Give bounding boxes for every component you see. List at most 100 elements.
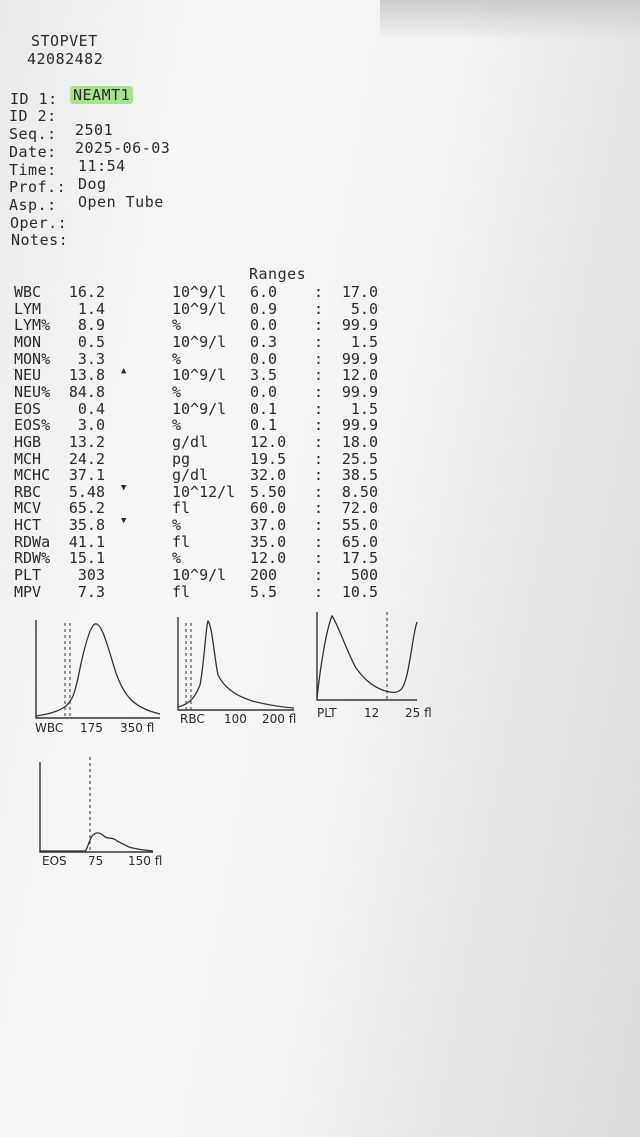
- result-unit: 10^9/l: [172, 332, 227, 351]
- result-range-high: 8.50: [341, 482, 378, 501]
- result-row: LYM% 8.9% 0.0:99.9: [0, 316, 640, 335]
- result-range-low: 0.0: [250, 349, 278, 368]
- result-range-high: 17.5: [341, 549, 378, 568]
- plt-hist-label: PLT: [317, 706, 337, 720]
- result-row: HGB 13.2 g/dl 12.0:18.0: [0, 432, 640, 451]
- time-value: 11:54: [78, 157, 126, 175]
- result-param: RDWa: [14, 532, 51, 551]
- result-value: 13.2: [68, 432, 105, 451]
- result-row: MON 0.5 10^9/l 0.3: 1.5: [0, 332, 640, 351]
- result-unit: %: [172, 549, 182, 568]
- wbc-hist-label: WBC: [35, 721, 64, 735]
- result-unit: %: [172, 416, 182, 435]
- result-range-sep: :: [314, 349, 324, 368]
- result-range-sep: :: [314, 366, 324, 385]
- result-unit: fl: [172, 499, 191, 518]
- result-param: MCH: [14, 449, 42, 468]
- result-unit: g/dl: [172, 432, 209, 451]
- result-value: 24.2: [68, 449, 105, 468]
- plt-hist-max: 25 fl: [405, 706, 432, 720]
- result-range-low: 37.0: [250, 516, 287, 535]
- result-range-low: 6.0: [250, 283, 278, 301]
- time-label: Time:: [9, 161, 57, 179]
- result-range-high: 99.9: [341, 382, 378, 401]
- result-range-high: 5.0: [350, 299, 378, 318]
- result-range-low: 19.5: [250, 449, 287, 468]
- result-range-low: 0.1: [250, 399, 278, 418]
- eos-hist-max: 150 fl: [128, 854, 163, 868]
- result-range-high: 500: [350, 566, 378, 585]
- wbc-histogram: WBC 175 350 fl: [28, 618, 163, 735]
- result-unit: 10^12/l: [172, 482, 236, 501]
- prof-label: Prof.:: [9, 178, 67, 196]
- result-param: MPV: [14, 582, 42, 601]
- result-value: 37.1: [68, 466, 105, 485]
- result-value: 41.1: [68, 532, 105, 551]
- result-param: EOS%: [14, 416, 51, 435]
- result-row: EOS% 3.0% 0.1:99.9: [0, 416, 640, 435]
- result-row: MCH 24.2 pg 19.5:25.5: [0, 449, 640, 468]
- result-param: MCHC: [14, 466, 51, 485]
- result-row: LYM 1.4 10^9/l 0.9: 5.0: [0, 299, 640, 318]
- result-param: PLT: [14, 566, 42, 585]
- result-unit: %: [172, 349, 182, 368]
- result-value: 13.8: [68, 366, 105, 385]
- result-range-low: 0.1: [250, 416, 278, 435]
- result-param: LYM%: [14, 316, 51, 335]
- asp-value: Open Tube: [78, 193, 164, 211]
- result-row: NEU 13.8 ▲ 10^9/l 3.5:12.0: [0, 366, 640, 385]
- result-value: 35.8: [68, 516, 105, 535]
- result-row: RDW% 15.1% 12.0:17.5: [0, 549, 640, 568]
- result-unit: fl: [172, 532, 191, 551]
- result-range-sep: :: [314, 516, 324, 535]
- result-value: 0.4: [77, 399, 105, 418]
- seq-value: 2501: [75, 121, 114, 139]
- result-row: RDWa 41.1 fl 35.0:65.0: [0, 532, 640, 551]
- result-value: 15.1: [68, 549, 105, 568]
- result-range-high: 17.0: [341, 283, 378, 301]
- notes-label: Notes:: [11, 231, 69, 249]
- result-value: 8.9: [77, 316, 105, 335]
- wbc-hist-max: 350 fl: [120, 721, 155, 735]
- result-unit: g/dl: [172, 466, 209, 485]
- result-value: 16.2: [68, 283, 105, 301]
- result-range-low: 12.0: [250, 549, 287, 568]
- result-row: PLT 303 10^9/l 200: 500: [0, 566, 640, 585]
- id2-label: ID 2:: [9, 107, 57, 125]
- result-value: 3.3: [77, 349, 105, 368]
- result-range-high: 25.5: [341, 449, 378, 468]
- result-unit: %: [172, 516, 182, 535]
- result-range-high: 55.0: [341, 516, 378, 535]
- result-range-sep: :: [314, 432, 324, 451]
- result-unit: %: [172, 382, 182, 401]
- result-row: NEU% 84.8% 0.0:99.9: [0, 382, 640, 401]
- eos-hist-mid: 75: [88, 854, 104, 868]
- result-range-high: 1.5: [350, 332, 378, 351]
- wbc-hist-mid: 175: [80, 721, 103, 735]
- result-param: NEU: [14, 366, 42, 385]
- result-unit: pg: [172, 449, 191, 468]
- result-range-high: 38.5: [341, 466, 378, 485]
- result-range-low: 60.0: [250, 499, 287, 518]
- result-range-sep: :: [314, 549, 324, 568]
- result-row: MCHC 37.1 g/dl 32.0:38.5: [0, 466, 640, 485]
- prof-value: Dog: [78, 175, 107, 193]
- result-range-high: 65.0: [341, 532, 378, 551]
- result-flag: ▼: [121, 516, 127, 527]
- result-range-high: 18.0: [341, 432, 378, 451]
- result-value: 65.2: [68, 499, 105, 518]
- result-param: MON%: [14, 349, 51, 368]
- seq-label: Seq.:: [9, 125, 57, 143]
- result-value: 0.5: [77, 332, 105, 351]
- result-row: MON% 3.3% 0.0:99.9: [0, 349, 640, 368]
- rbc-hist-mid: 100: [224, 712, 247, 726]
- result-range-sep: :: [314, 582, 324, 601]
- result-range-sep: :: [314, 332, 324, 351]
- result-range-sep: :: [314, 532, 324, 551]
- result-row: MPV 7.3 fl 5.5:10.5: [0, 582, 640, 601]
- result-param: MON: [14, 332, 42, 351]
- result-unit: fl: [172, 582, 191, 601]
- result-range-low: 0.0: [250, 316, 278, 335]
- result-range-high: 72.0: [341, 499, 378, 518]
- result-range-sep: :: [314, 283, 324, 301]
